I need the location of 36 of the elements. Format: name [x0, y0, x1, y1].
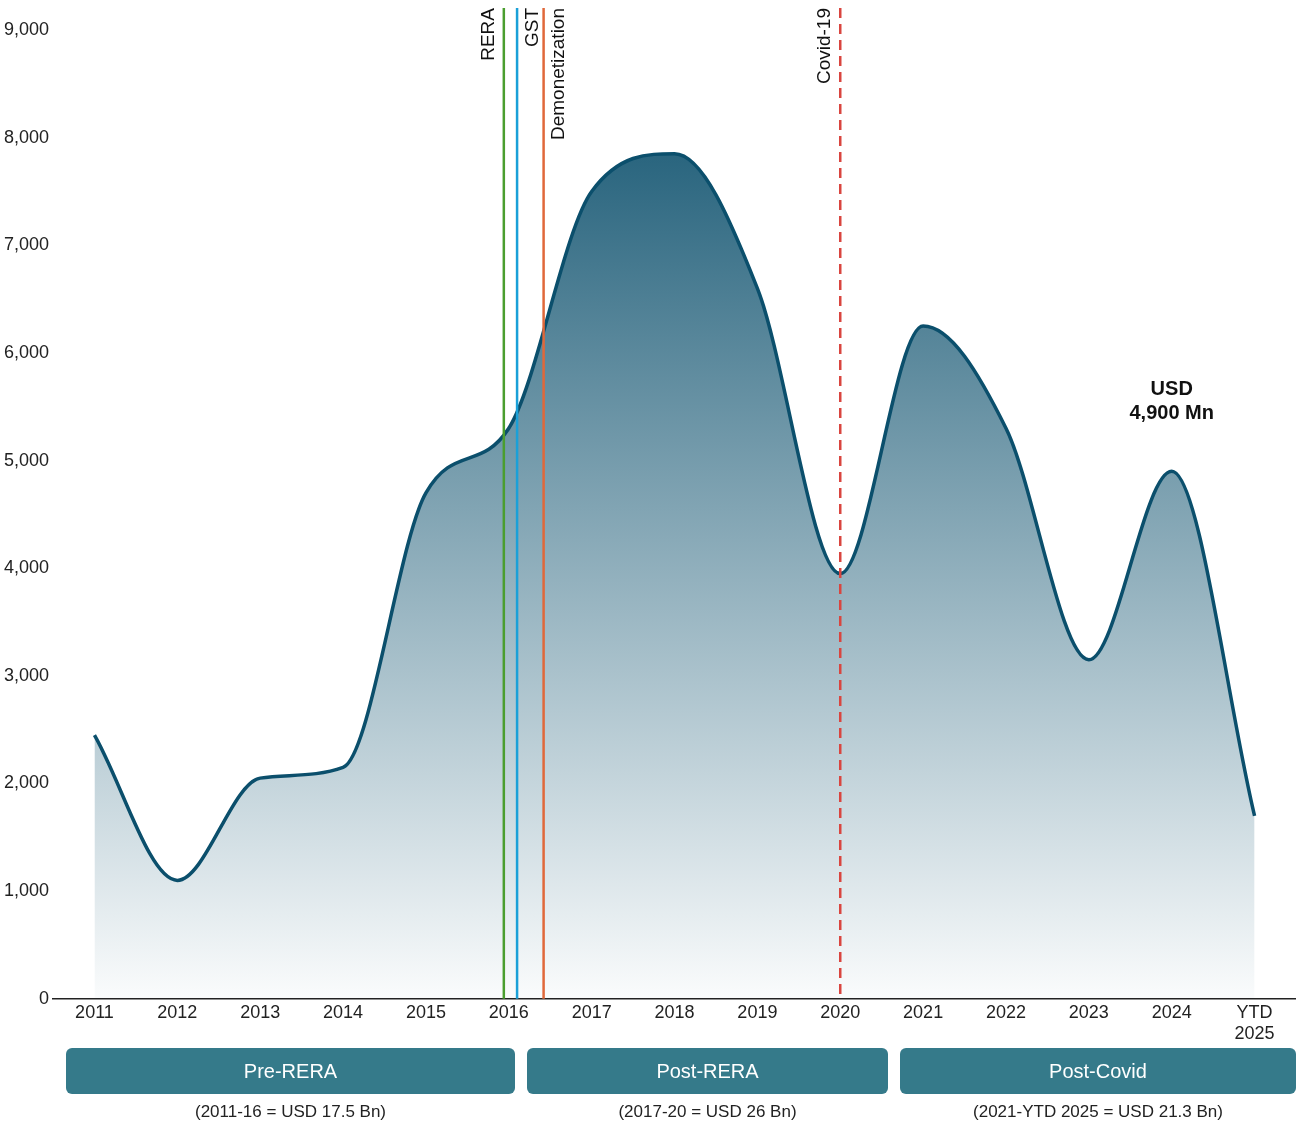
ref-line-label: Demonetization	[547, 8, 569, 141]
x-tick-label: 2022	[985, 1001, 1026, 1022]
text: (2017-20 = USD 26 Bn)	[618, 1102, 797, 1122]
x-tick-label: 2016	[488, 1001, 529, 1022]
x-tick-label: 2017	[571, 1001, 612, 1022]
x-tick-label: 2021	[903, 1001, 944, 1022]
y-tick-label: 7,000	[4, 234, 50, 255]
x-tick-label: 2024	[1151, 1001, 1192, 1022]
ref-line-label: Covid-19	[812, 8, 834, 85]
ref-line-label: RERA	[476, 7, 498, 61]
x-tick-label: 2012	[157, 1001, 198, 1022]
y-tick-label: 5,000	[4, 449, 50, 470]
y-tick-label: 8,000	[4, 126, 50, 147]
y-tick-label: 9,000	[4, 18, 50, 39]
text: Post-Covid	[900, 1048, 1296, 1094]
x-tick-label: YTD 2025	[1234, 1001, 1275, 1044]
y-tick-label: 4,000	[4, 557, 50, 578]
ref-line-label: GST	[520, 7, 542, 48]
text: Post-RERA	[527, 1048, 888, 1094]
annotation: USD 4,900 Mn	[1129, 376, 1214, 423]
text: Pre-RERA	[66, 1048, 515, 1094]
text: (2021-YTD 2025 = USD 21.3 Bn)	[973, 1102, 1223, 1122]
x-tick-label: 2014	[323, 1001, 364, 1022]
y-tick-label: 0	[39, 987, 50, 1008]
y-tick-label: 6,000	[4, 341, 50, 362]
x-tick-label: 2020	[820, 1001, 861, 1022]
x-tick-label: 2013	[240, 1001, 281, 1022]
y-tick-label: 2,000	[4, 772, 50, 793]
x-tick-label: 2015	[405, 1001, 446, 1022]
y-tick-label: 3,000	[4, 664, 50, 685]
y-tick-label: 1,000	[4, 880, 50, 901]
x-tick-label: 2018	[654, 1001, 695, 1022]
x-tick-label: 2011	[75, 1001, 114, 1022]
x-tick-label: 2019	[737, 1001, 778, 1022]
text: (2011-16 = USD 17.5 Bn)	[194, 1102, 387, 1122]
x-tick-label: 2023	[1068, 1001, 1109, 1022]
